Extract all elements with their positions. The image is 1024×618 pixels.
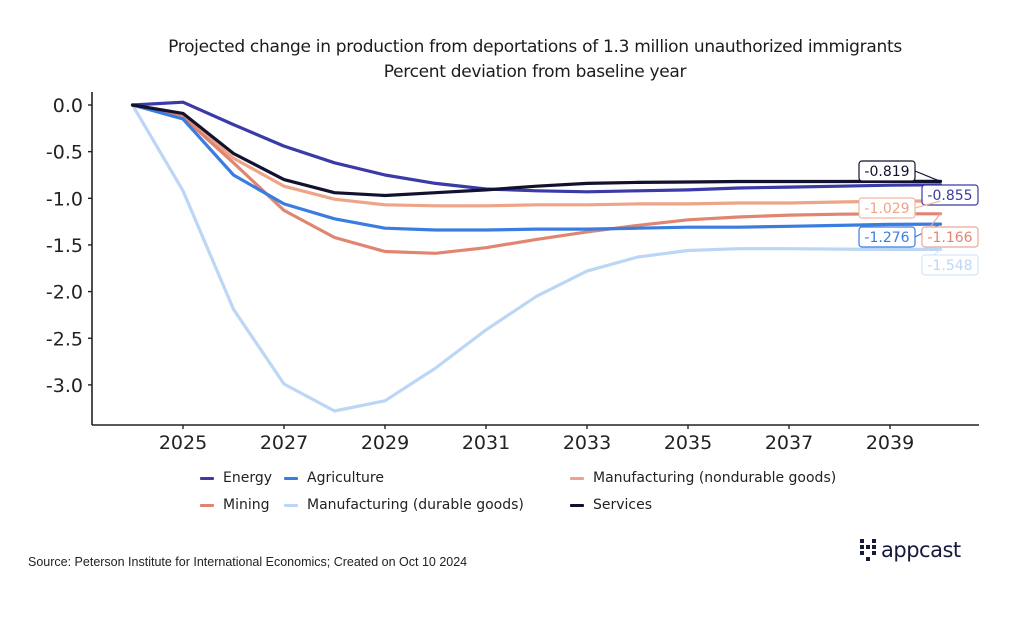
chart-subtitle: Percent deviation from baseline year <box>383 62 687 82</box>
series-line-services <box>130 103 943 198</box>
x-tick-label: 2033 <box>563 432 611 454</box>
series-line-energy <box>130 100 943 194</box>
x-tick-label: 2035 <box>664 432 712 454</box>
x-tick-label: 2029 <box>361 432 409 454</box>
y-tick-label: -1.5 <box>46 235 83 257</box>
legend-label: Manufacturing (nondurable goods) <box>593 470 837 486</box>
legend-swatch-manufacturing-durable <box>284 503 298 507</box>
series-line-mining <box>130 103 943 255</box>
end-label-leader <box>914 200 941 209</box>
legend-item-agriculture: Agriculture <box>284 470 384 486</box>
end-label-mining: -1.166 <box>927 230 972 246</box>
legend-item-manufacturing-durable: Manufacturing (durable goods) <box>284 497 524 513</box>
x-tick-label: 2027 <box>260 432 308 454</box>
end-label-box-services <box>858 160 916 182</box>
legend-label: Services <box>593 497 653 513</box>
end-label-manufacturing-nondurable-goods: -1.029 <box>864 201 909 217</box>
legend-label: Mining <box>223 497 270 513</box>
legend-label: Agriculture <box>307 470 384 486</box>
end-label-box-agriculture <box>858 226 916 248</box>
end-label-box-energy <box>921 184 979 206</box>
source-note: Source: Peterson Institute for Internati… <box>28 555 468 569</box>
y-tick-label: -1.0 <box>46 188 83 210</box>
series-line-manufacturing-durable-goods <box>130 103 943 413</box>
axes <box>91 92 979 426</box>
legend-swatch-manufacturing-nondurable <box>570 476 584 480</box>
logo-mark-icon <box>860 539 876 561</box>
legend-item-energy: Energy <box>200 470 272 486</box>
end-label-energy: -0.855 <box>927 188 972 204</box>
legend-swatch-services <box>570 503 584 507</box>
y-tick-label: -2.5 <box>46 328 83 350</box>
end-label-manufacturing-durable-goods: -1.548 <box>927 258 972 274</box>
legend-swatch-energy <box>200 476 214 480</box>
legend-swatch-agriculture <box>284 476 298 480</box>
end-label-box-manufacturing-durable-goods <box>921 254 979 276</box>
x-tick-label: 2039 <box>866 432 914 454</box>
y-tick-label: -2.0 <box>46 282 83 304</box>
x-tick-label: 2025 <box>159 432 207 454</box>
x-tick-label: 2037 <box>765 432 813 454</box>
y-ticks: 0.0 -0.5 -1.0 -1.5 -2.0 -2.5 -3.0 <box>46 95 92 397</box>
end-label-services: -0.819 <box>864 164 909 180</box>
appcast-logo: appcast <box>860 538 961 562</box>
legend-label: Energy <box>223 470 273 486</box>
series-line-agriculture <box>130 103 943 232</box>
y-tick-label: -0.5 <box>46 142 83 164</box>
legend-item-mining: Mining <box>200 497 270 513</box>
chart-title: Projected change in production from depo… <box>168 37 902 57</box>
x-tick-label: 2031 <box>462 432 510 454</box>
logo-text: appcast <box>881 538 961 562</box>
legend-item-manufacturing-nondurable: Manufacturing (nondurable goods) <box>570 470 836 486</box>
series-lines <box>130 100 943 413</box>
end-label-leader <box>914 170 941 182</box>
y-tick-label: 0.0 <box>53 95 83 117</box>
legend-item-services: Services <box>570 497 652 513</box>
end-labels: -0.855 -1.276 -1.029 -1.166 -1.548 -0.819 <box>858 160 979 276</box>
end-label-box-manufacturing-nondurable-goods <box>858 197 916 219</box>
y-tick-label: -3.0 <box>46 375 83 397</box>
legend-label: Manufacturing (durable goods) <box>307 497 524 513</box>
end-label-box-mining <box>921 226 979 248</box>
series-line-manufacturing-nondurable-goods <box>130 103 943 208</box>
x-ticks: 2025 2027 2029 2031 2033 2035 2037 2039 <box>159 425 914 454</box>
legend-swatch-mining <box>200 503 214 507</box>
end-label-agriculture: -1.276 <box>864 230 909 246</box>
